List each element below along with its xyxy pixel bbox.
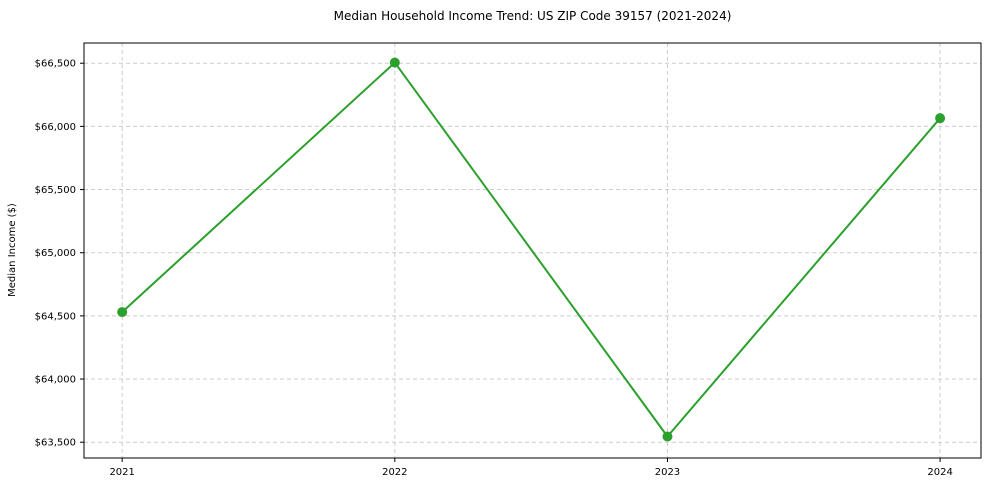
chart-title: Median Household Income Trend: US ZIP Co… bbox=[333, 9, 732, 23]
y-tick-label: $64,000 bbox=[35, 375, 76, 386]
y-tick-label: $65,500 bbox=[35, 185, 76, 196]
y-tick-label: $64,500 bbox=[35, 311, 76, 322]
data-point bbox=[662, 431, 673, 442]
y-tick-label: $63,500 bbox=[35, 438, 76, 449]
trend-line bbox=[121, 61, 942, 438]
y-tick-label: $65,000 bbox=[35, 248, 76, 259]
plot-border bbox=[83, 42, 982, 459]
y-tick-label: $66,000 bbox=[35, 122, 76, 133]
y-axis-label: Median Income ($) bbox=[7, 203, 18, 297]
data-point bbox=[935, 113, 946, 124]
x-tick-label: 2023 bbox=[655, 467, 680, 478]
x-tick-label: 2021 bbox=[109, 467, 134, 478]
x-tick-label: 2024 bbox=[927, 467, 952, 478]
x-tick-label: 2022 bbox=[382, 467, 407, 478]
data-point bbox=[389, 57, 400, 68]
y-tick-label: $66,500 bbox=[35, 59, 76, 70]
data-point bbox=[117, 307, 128, 318]
